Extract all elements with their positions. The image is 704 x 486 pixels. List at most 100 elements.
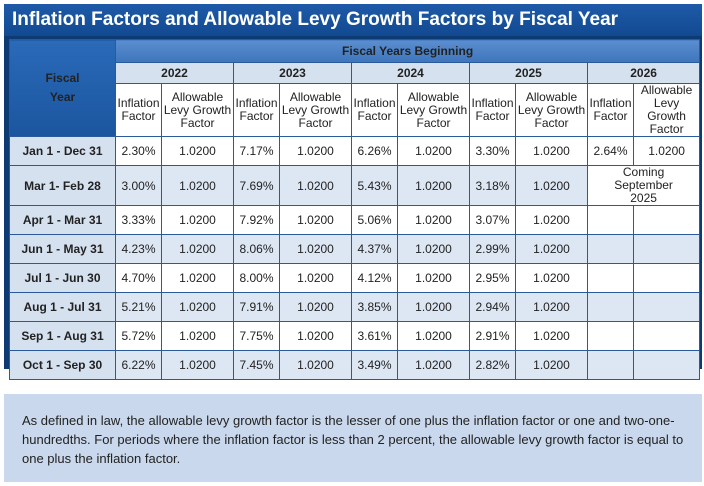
levy-growth-factor-cell: 1.0200 (279, 263, 352, 293)
fiscal-year-header: Fiscal Year (9, 39, 116, 137)
inflation-factor-cell (587, 350, 634, 380)
inflation-factor-cell (587, 205, 634, 235)
levy-growth-factor-cell: 1.0200 (397, 321, 470, 351)
levy-growth-factor-cell: 1.0200 (161, 165, 234, 206)
table-row: Jul 1 - Jun 30 4.70% 1.0200 8.00% 1.0200 4.12… (9, 263, 701, 293)
inflation-factor-cell: 2.82% (469, 350, 516, 380)
period-label: Mar 1- Feb 28 (9, 165, 116, 206)
table-frame: Inflation Factors and Allowable Levy Gro… (4, 4, 702, 380)
factors-table: Fiscal Year Fiscal Years Beginning 2022 2… (9, 39, 701, 380)
inflation-factor-cell: 5.06% (351, 205, 398, 235)
table-row: Oct 1 - Sep 30 6.22% 1.0200 7.45% 1.0200 3.49… (9, 350, 701, 380)
page-title: Inflation Factors and Allowable Levy Gro… (4, 4, 702, 36)
levy-growth-factor-header: Allowable Levy Growth Factor (397, 83, 470, 137)
inflation-factor-cell: 6.26% (351, 136, 398, 166)
levy-growth-factor-cell (632, 292, 701, 322)
inflation-factor-cell: 2.94% (469, 292, 516, 322)
inflation-factor-cell: 7.92% (233, 205, 280, 235)
levy-growth-factor-cell: 1.0200 (279, 292, 352, 322)
inflation-factor-cell: 2.95% (469, 263, 516, 293)
levy-growth-factor-cell: 1.0200 (515, 136, 588, 166)
inflation-factor-cell: 4.37% (351, 234, 398, 264)
levy-growth-factor-cell: 1.0200 (279, 321, 352, 351)
inflation-factor-header: Inflation Factor (469, 83, 516, 137)
levy-growth-factor-header: Allowable Levy Growth Factor (279, 83, 352, 137)
inflation-factor-cell: 5.21% (115, 292, 162, 322)
levy-growth-factor-cell: 1.0200 (161, 321, 234, 351)
levy-growth-factor-cell: 1.0200 (161, 263, 234, 293)
levy-growth-factor-cell (632, 205, 701, 235)
table-row: Mar 1- Feb 28 3.00% 1.0200 7.69% 1.0200 5.43%… (9, 165, 701, 206)
inflation-factor-cell: 7.69% (233, 165, 280, 206)
levy-growth-factor-cell: 1.0200 (515, 321, 588, 351)
year-header: 2024 (351, 62, 470, 84)
levy-growth-factor-cell: 1.0200 (515, 165, 588, 206)
year-header: 2023 (233, 62, 352, 84)
levy-growth-factor-cell: 1.0200 (279, 350, 352, 380)
levy-growth-factor-cell: 1.0200 (397, 234, 470, 264)
inflation-factor-cell: 3.33% (115, 205, 162, 235)
levy-growth-factor-cell: 1.0200 (161, 292, 234, 322)
levy-growth-factor-cell: 1.0200 (397, 205, 470, 235)
levy-growth-factor-header: Allowable Levy Growth Factor (161, 83, 234, 137)
inflation-factor-cell (587, 292, 634, 322)
footnote: As defined in law, the allowable levy gr… (4, 394, 702, 482)
inflation-factor-cell: 3.18% (469, 165, 516, 206)
inflation-factor-cell: 2.99% (469, 234, 516, 264)
period-label: Apr 1 - Mar 31 (9, 205, 116, 235)
period-label: Jan 1 - Dec 31 (9, 136, 116, 166)
levy-growth-factor-cell: 1.0200 (515, 234, 588, 264)
year-header: 2026 (586, 62, 701, 84)
period-label: Sep 1 - Aug 31 (9, 321, 116, 351)
levy-growth-factor-header: Allowable Levy Growth Factor (515, 83, 588, 137)
levy-growth-factor-cell: 1.0200 (397, 263, 470, 293)
levy-growth-factor-cell: 1.0200 (279, 205, 352, 235)
levy-growth-factor-cell: 1.0200 (279, 234, 352, 264)
table-row: Aug 1 - Jul 31 5.21% 1.0200 7.91% 1.0200 3.85… (9, 292, 701, 322)
inflation-factor-header: Inflation Factor (233, 83, 280, 137)
levy-growth-factor-cell (632, 321, 701, 351)
table-row: Jan 1 - Dec 31 2.30% 1.0200 7.17% 1.0200 6.26… (9, 136, 701, 166)
table-row: Sep 1 - Aug 31 5.72% 1.0200 7.75% 1.0200 3.61… (9, 321, 701, 351)
period-label: Oct 1 - Sep 30 (9, 350, 116, 380)
inflation-factor-cell (587, 263, 634, 293)
inflation-factor-cell: 2.91% (469, 321, 516, 351)
levy-growth-factor-cell: 1.0200 (279, 136, 352, 166)
coming-soon-note: Coming September 2025 (586, 165, 701, 206)
inflation-factor-cell: 7.91% (233, 292, 280, 322)
levy-growth-factor-cell: 1.0200 (397, 292, 470, 322)
inflation-factor-cell: 3.00% (115, 165, 162, 206)
inflation-factor-cell: 3.07% (469, 205, 516, 235)
table-row: Apr 1 - Mar 31 3.33% 1.0200 7.92% 1.0200 5.06… (9, 205, 701, 235)
inflation-factor-header: Inflation Factor (587, 83, 634, 137)
levy-growth-factor-cell: 1.0200 (161, 350, 234, 380)
inflation-factor-cell: 3.85% (351, 292, 398, 322)
inflation-factor-cell: 4.70% (115, 263, 162, 293)
period-label: Aug 1 - Jul 31 (9, 292, 116, 322)
year-header: 2025 (469, 62, 588, 84)
levy-growth-factor-header: Allowable Levy Growth Factor (632, 83, 701, 137)
inflation-factor-cell: 2.64% (587, 136, 634, 166)
levy-growth-factor-cell: 1.0200 (161, 136, 234, 166)
table-row: Jun 1 - May 31 4.23% 1.0200 8.06% 1.0200 4.37… (9, 234, 701, 264)
levy-growth-factor-cell: 1.0200 (397, 136, 470, 166)
levy-growth-factor-cell (632, 263, 701, 293)
levy-growth-factor-cell (632, 350, 701, 380)
inflation-factor-cell: 3.30% (469, 136, 516, 166)
levy-growth-factor-cell: 1.0200 (515, 292, 588, 322)
inflation-factor-cell: 5.43% (351, 165, 398, 206)
inflation-factor-cell: 4.23% (115, 234, 162, 264)
levy-growth-factor-cell: 1.0200 (515, 350, 588, 380)
inflation-factor-cell: 2.30% (115, 136, 162, 166)
levy-growth-factor-cell: 1.0200 (397, 165, 470, 206)
inflation-factor-cell (587, 321, 634, 351)
inflation-factor-cell: 7.17% (233, 136, 280, 166)
inflation-factor-cell: 6.22% (115, 350, 162, 380)
inflation-factor-cell: 3.61% (351, 321, 398, 351)
inflation-factor-cell: 4.12% (351, 263, 398, 293)
levy-growth-factor-cell: 1.0200 (161, 234, 234, 264)
inflation-factor-cell: 8.06% (233, 234, 280, 264)
period-label: Jul 1 - Jun 30 (9, 263, 116, 293)
levy-growth-factor-cell: 1.0200 (161, 205, 234, 235)
levy-growth-factor-cell: 1.0200 (515, 205, 588, 235)
